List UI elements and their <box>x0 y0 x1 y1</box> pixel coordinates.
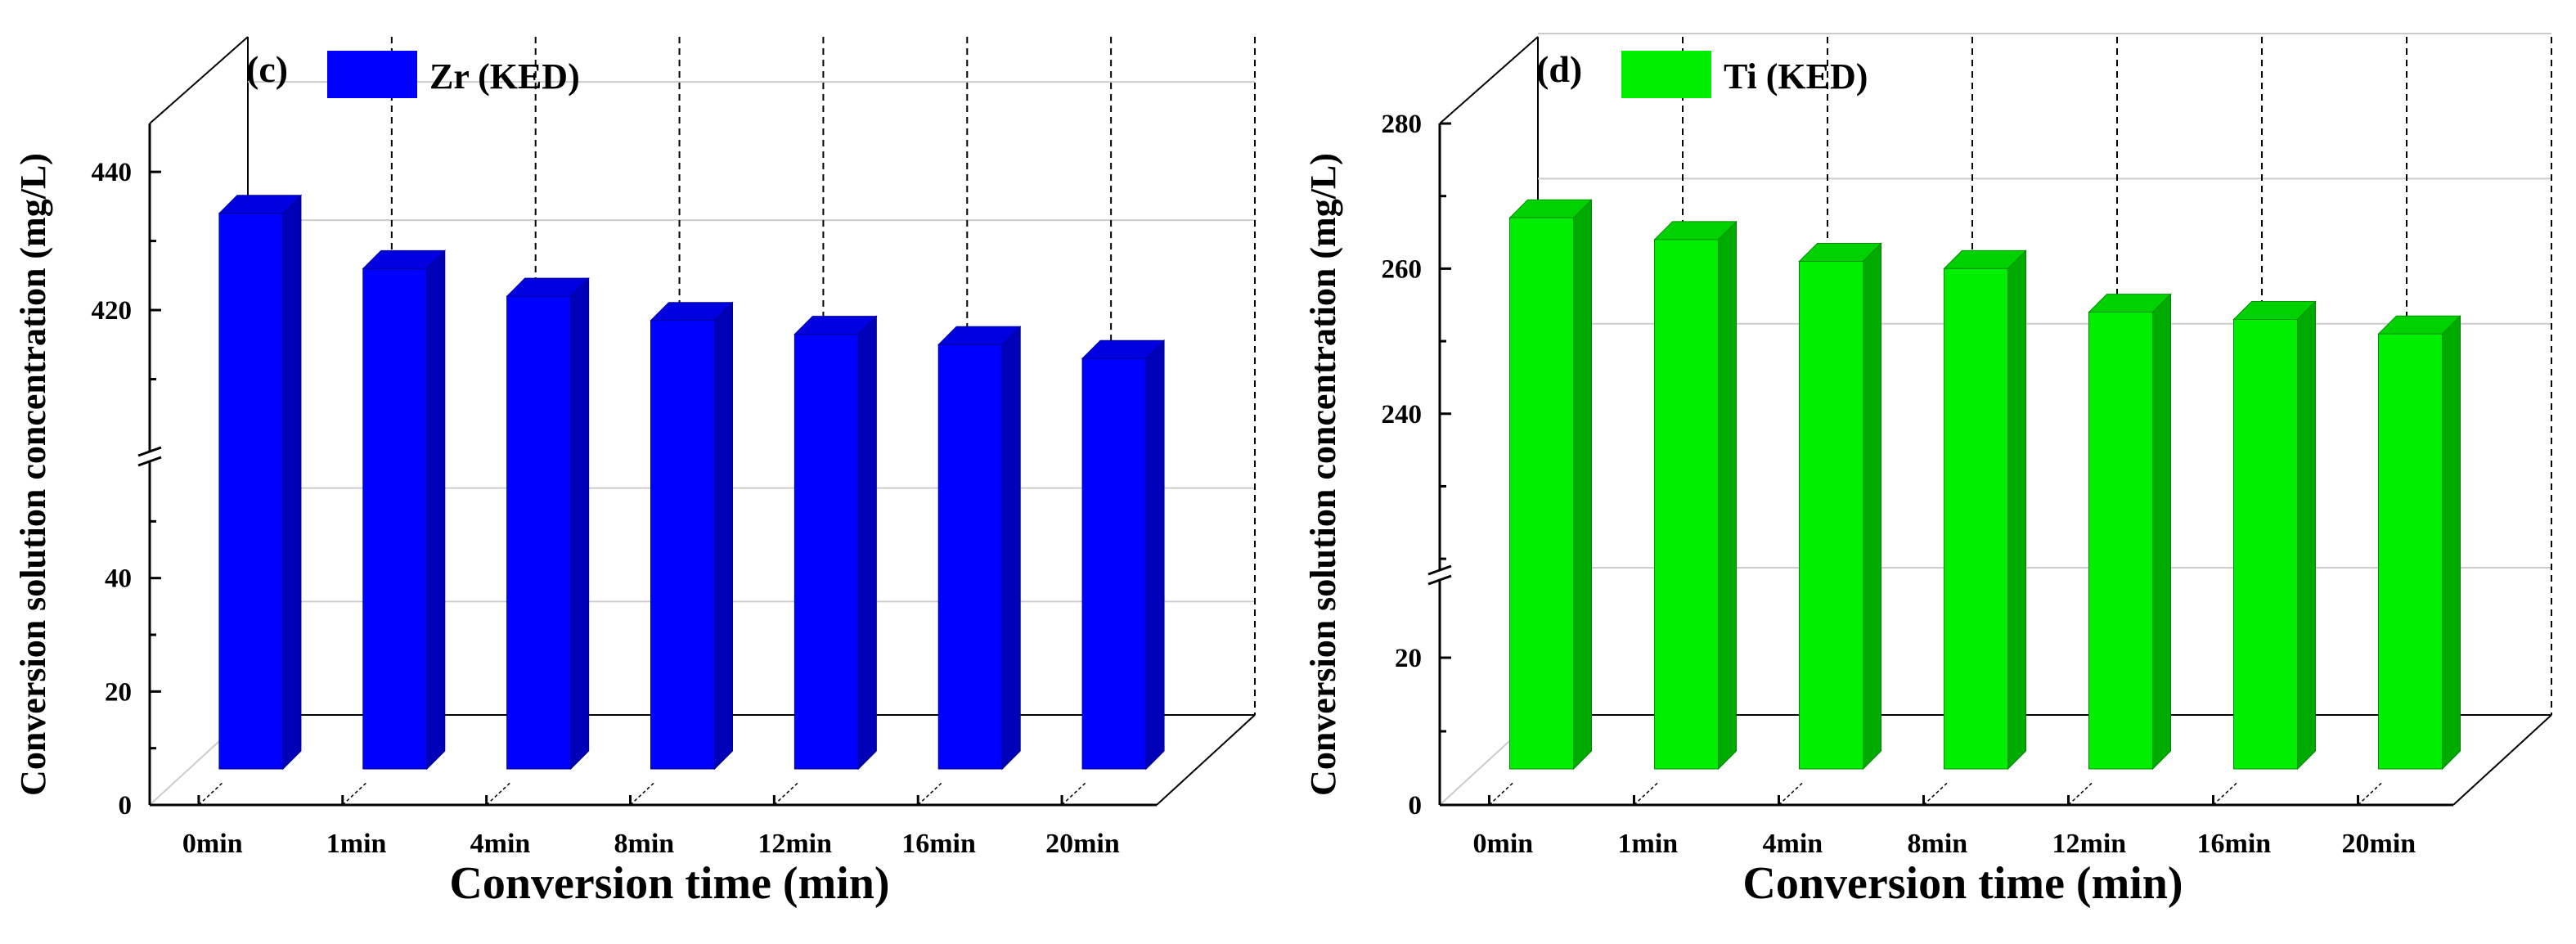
axis-break-mark <box>137 456 162 467</box>
y-tick-label: 0 <box>1409 791 1423 820</box>
y-tick-label: 40 <box>105 564 132 594</box>
bar-side <box>2007 249 2026 771</box>
bar-side <box>1573 199 1592 771</box>
x-tick-label: 4min <box>470 829 531 859</box>
x-tick-label: 1min <box>1618 829 1679 859</box>
x-tick-label: 20min <box>2342 829 2416 859</box>
bar <box>362 267 428 770</box>
x-tick-label: 4min <box>1763 829 1823 859</box>
bar-side <box>2442 314 2461 771</box>
bar <box>937 344 1003 770</box>
depth-line-top <box>149 36 249 124</box>
bar <box>2378 333 2443 770</box>
x-tick-depth <box>2212 781 2239 806</box>
x-tick-depth <box>773 781 799 806</box>
x-tick-label: 16min <box>901 829 976 859</box>
bar-side <box>1145 339 1165 771</box>
x-tick-depth <box>486 781 512 806</box>
x-tick-label: 0min <box>1473 829 1534 859</box>
bar <box>506 295 572 770</box>
bar <box>1509 217 1574 770</box>
x-tick-label: 8min <box>614 829 675 859</box>
depth-line-right <box>2452 714 2552 806</box>
bar-side <box>857 315 877 771</box>
x-tick-depth <box>1061 781 1087 806</box>
x-tick-label: 12min <box>758 829 832 859</box>
bar-side <box>282 194 302 771</box>
panel-ti: 0 20 240 260 280 0min 1min 4min 8min 12min 16min 20… <box>1303 33 2552 909</box>
bar-side <box>714 301 733 771</box>
bar <box>218 213 284 770</box>
x-tick-depth <box>198 781 224 806</box>
legend-label: Zr (KED) <box>429 56 580 97</box>
y-tick-label: 280 <box>1382 110 1423 139</box>
legend-label: Ti (KED) <box>1724 56 1868 97</box>
bar-side <box>426 249 446 771</box>
y-tick-label: 260 <box>1382 254 1423 284</box>
bar-side <box>1001 326 1021 771</box>
y-axis-title: Conversion solution concentration (mg/L) <box>13 153 53 796</box>
x-axis-title: Conversion time (min) <box>449 858 889 909</box>
legend-swatch <box>1621 51 1711 98</box>
x-tick-label: 0min <box>182 829 243 859</box>
x-axis-title: Conversion time (min) <box>1742 858 2183 909</box>
bar-side <box>570 276 590 771</box>
bar <box>793 334 859 770</box>
bar-side <box>1863 242 1881 771</box>
bar-side <box>2297 300 2316 771</box>
panel-label: (d) <box>1536 48 1582 90</box>
x-tick-depth <box>2357 781 2384 806</box>
bar-side <box>2152 293 2171 771</box>
x-tick-depth <box>1633 781 1660 806</box>
axis-break-mark <box>1427 574 1452 586</box>
bar <box>1944 267 2008 770</box>
x-tick-depth <box>342 781 368 806</box>
y-tick-label: 0 <box>119 791 133 820</box>
y-tick-label: 20 <box>105 677 132 707</box>
bar <box>2233 318 2298 770</box>
x-tick-depth <box>2067 781 2094 806</box>
depth-line-top <box>1439 36 1539 124</box>
bar <box>1081 357 1147 770</box>
legend-swatch <box>327 51 417 98</box>
panel-label: (c) <box>246 48 288 90</box>
x-tick-depth <box>917 781 943 806</box>
bar-side <box>1718 220 1737 771</box>
x-tick-depth <box>629 781 656 806</box>
axis-break-mark <box>137 446 162 457</box>
y-tick-label: 440 <box>92 158 133 187</box>
axis-break-mark <box>1427 564 1452 576</box>
y-tick-label: 420 <box>92 296 133 326</box>
bar <box>1799 261 1863 770</box>
x-tick-label: 1min <box>326 829 387 859</box>
y-tick-label: 240 <box>1382 400 1423 429</box>
x-tick-depth <box>1922 781 1949 806</box>
bar <box>2088 312 2153 770</box>
x-tick-depth <box>1488 781 1515 806</box>
depth-line-right <box>1156 714 1256 806</box>
bar <box>650 320 715 770</box>
panel-zr: 0 20 40 420 440 0min 1min 4min 8min 12min 16min 20m… <box>13 36 1256 909</box>
x-tick-label: 20min <box>1045 829 1120 859</box>
y-axis-title: Conversion solution concentration (mg/L) <box>1303 153 1343 796</box>
y-tick-label: 20 <box>1395 644 1422 673</box>
x-tick-label: 16min <box>2197 829 2272 859</box>
x-tick-depth <box>1778 781 1805 806</box>
x-tick-label: 8min <box>1908 829 1968 859</box>
bar <box>1654 239 1719 770</box>
x-tick-label: 12min <box>2052 829 2127 859</box>
